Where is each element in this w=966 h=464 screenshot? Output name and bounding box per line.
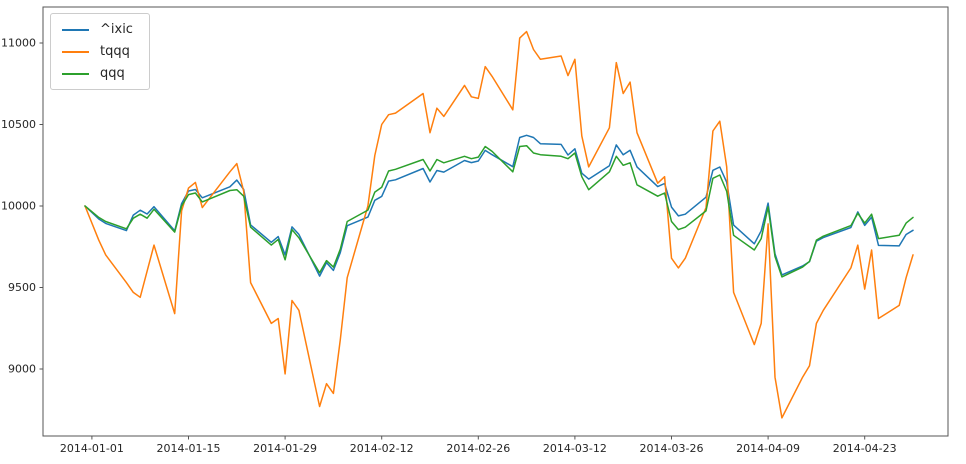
y-tick-label: 10000: [1, 200, 36, 213]
y-tick-label: 9000: [8, 363, 36, 376]
series-line-tqqq: [84, 30, 914, 419]
tqqq-line-swatch: [62, 50, 89, 53]
legend-item-tqqq: tqqq: [62, 44, 133, 59]
qqq-line-swatch: [62, 72, 89, 75]
legend-label-tqqq: tqqq: [100, 44, 130, 59]
x-tick-label: 2014-02-26: [446, 442, 510, 455]
legend-item-qqq: qqq: [62, 66, 133, 81]
series-line-ixic: [84, 134, 914, 277]
legend-item-ixic: ^ixic: [62, 22, 133, 37]
legend: ^ixic tqqq qqq: [50, 13, 150, 90]
x-tick-label: 2014-01-29: [253, 442, 317, 455]
y-tick-label: 9500: [8, 281, 36, 294]
series-line-qqq: [84, 144, 914, 278]
x-tick-label: 2014-03-12: [543, 442, 607, 455]
legend-label-qqq: qqq: [100, 66, 125, 81]
x-tick-label: 2014-02-12: [350, 442, 414, 455]
x-tick-label: 2014-03-26: [640, 442, 704, 455]
legend-label-ixic: ^ixic: [100, 22, 133, 37]
ixic-line-swatch: [62, 28, 89, 31]
plot-frame: [42, 6, 949, 437]
x-tick-label: 2014-04-09: [736, 442, 800, 455]
x-tick-label: 2014-04-23: [833, 442, 897, 455]
x-tick-label: 2014-01-01: [60, 442, 124, 455]
y-tick-label: 10500: [1, 118, 36, 131]
x-tick-label: 2014-01-15: [157, 442, 221, 455]
y-tick-label: 11000: [1, 37, 36, 50]
